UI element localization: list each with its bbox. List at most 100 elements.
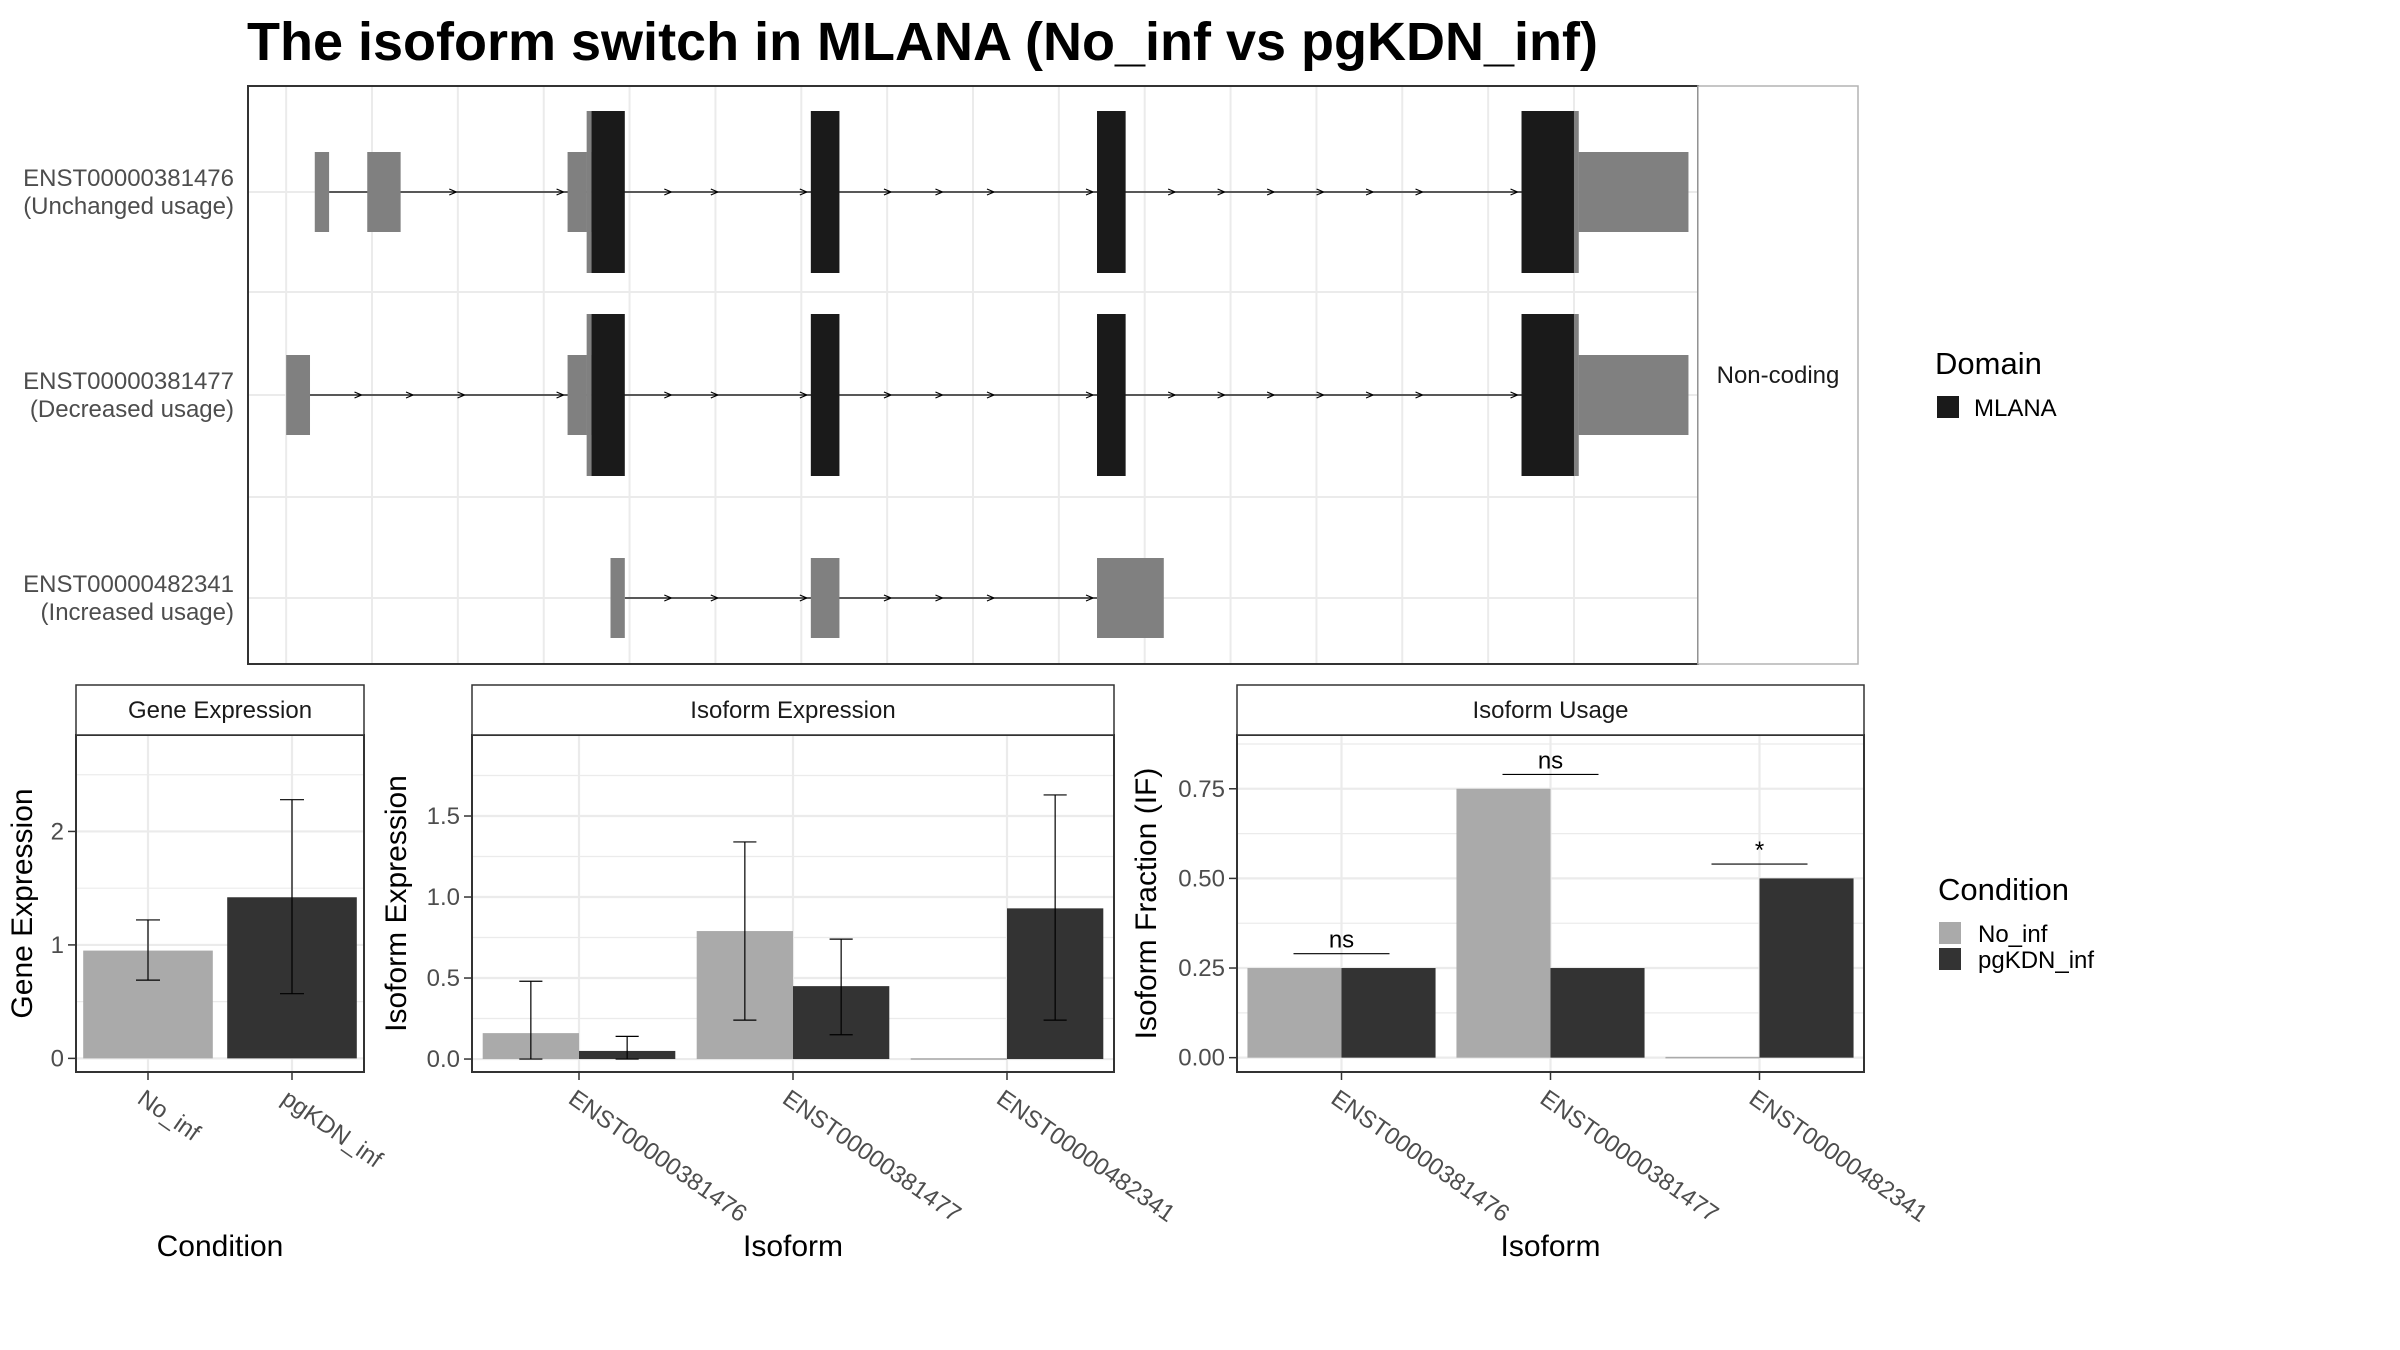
isoform-expression-panel: Isoform Expression 0.0 0.5 1.0 1.5 ENST000003… <box>380 684 1180 1263</box>
intron-arrow <box>935 594 944 602</box>
bar <box>1759 878 1854 1058</box>
noncoding-exon <box>1578 355 1689 435</box>
panel-strip <box>471 684 1115 736</box>
condition-legend-label: No_inf <box>1978 921 2048 948</box>
domain-exon <box>1097 314 1126 476</box>
intron-arrow <box>1365 391 1375 399</box>
x-axis-title: Condition <box>157 1230 284 1263</box>
intron-arrow <box>1316 188 1326 196</box>
gene-expression-panel: Gene Expression 0 1 2 No_inf pgKDN_inf Conditi… <box>6 684 388 1263</box>
domain-legend-key <box>1937 396 1959 418</box>
intron-arrow <box>935 391 944 399</box>
intron-arrow <box>1415 188 1425 196</box>
panel-strip-label: Isoform Expression <box>690 697 895 724</box>
y-tick-label: 0.25 <box>1178 955 1225 982</box>
x-tick-label: ENST00000381476 <box>1326 1085 1514 1228</box>
y-tick-label: 0.50 <box>1178 865 1225 892</box>
intron-arrow <box>664 391 673 399</box>
noncoding-exon <box>567 152 587 232</box>
intron-arrow <box>1217 188 1227 196</box>
domain-exon <box>1097 111 1126 273</box>
intron-arrow <box>354 391 364 399</box>
y-axis-title: Isoform Expression <box>380 775 413 1032</box>
noncoding-exon <box>314 152 330 232</box>
intron-arrow <box>710 594 720 602</box>
intron-arrow <box>883 594 893 602</box>
isoform-usage-label: (Decreased usage) <box>30 396 234 423</box>
intron-arrow <box>1415 391 1425 399</box>
isoform-usage-label: (Increased usage) <box>41 599 234 626</box>
y-tick-label: 1 <box>51 932 64 959</box>
noncoding-exon <box>610 558 625 638</box>
noncoding-exon <box>810 558 840 638</box>
bar <box>1550 968 1645 1058</box>
intron-arrow <box>799 188 809 196</box>
noncoding-exon-edge <box>1573 314 1579 476</box>
intron-arrow <box>1217 391 1227 399</box>
intron-arrow <box>1365 188 1375 196</box>
y-tick-label: 2 <box>51 818 64 845</box>
noncoding-exon <box>286 355 311 435</box>
x-tick-label: No_inf <box>133 1085 206 1147</box>
panel-strip-label: Isoform Usage <box>1472 697 1628 724</box>
intron-arrow <box>1266 391 1276 399</box>
significance-label: ns <box>1329 927 1354 954</box>
intron-arrow <box>986 594 996 602</box>
intron-arrow <box>1266 188 1276 196</box>
x-tick-label: ENST00000381476 <box>564 1085 752 1228</box>
intron-arrow <box>556 391 566 399</box>
isoform-row-label: ENST00000381477 <box>23 368 234 395</box>
domain-legend-label: MLANA <box>1974 395 2057 422</box>
intron-arrow <box>1085 594 1095 602</box>
panel-strip <box>75 684 365 736</box>
condition-legend-title: Condition <box>1938 872 2069 907</box>
domain-exon <box>1521 314 1574 476</box>
domain-exon <box>591 314 625 476</box>
y-tick-label: 0.5 <box>427 965 460 992</box>
intron-arrow <box>935 188 944 196</box>
significance-label: * <box>1755 837 1764 864</box>
domain-exon <box>810 111 840 273</box>
y-tick-label: 0.00 <box>1178 1045 1225 1072</box>
intron-arrow <box>710 188 720 196</box>
intron-arrow <box>1085 188 1095 196</box>
y-tick-label: 1.0 <box>427 884 460 911</box>
x-tick-label: ENST00000381477 <box>778 1085 966 1228</box>
y-axis-title: Gene Expression <box>6 788 39 1018</box>
domain-exon <box>1521 111 1574 273</box>
intron-arrow <box>1316 391 1326 399</box>
panel-strip-label: Gene Expression <box>128 697 312 724</box>
intron-arrow <box>664 594 673 602</box>
condition-legend-label: pgKDN_inf <box>1978 947 2094 974</box>
intron-arrow <box>449 188 458 196</box>
figure-title: The isoform switch in MLANA (No_inf vs p… <box>247 12 1598 72</box>
intron-arrow <box>710 391 720 399</box>
bar <box>1247 968 1342 1058</box>
isoform-structure-panel: ENST00000381476(Unchanged usage) ENST0000… <box>23 85 1859 665</box>
bar <box>1341 968 1436 1058</box>
isoform-row-label: ENST00000482341 <box>23 571 234 598</box>
intron-arrow <box>405 391 415 399</box>
noncoding-exon <box>567 355 587 435</box>
intron-arrow <box>664 188 673 196</box>
noncoding-exon-edge <box>586 314 592 476</box>
panel-strip <box>1236 684 1865 736</box>
noncoding-exon-edge <box>586 111 592 273</box>
x-tick-label: pgKDN_inf <box>277 1085 388 1174</box>
intron-arrow <box>1167 391 1177 399</box>
y-axis-title: Isoform Fraction (IF) <box>1130 768 1163 1040</box>
intron-arrow <box>883 188 893 196</box>
condition-legend-key <box>1939 948 1961 970</box>
intron-arrow <box>1167 188 1177 196</box>
intron-arrow <box>556 188 566 196</box>
intron-arrow <box>1510 188 1520 196</box>
noncoding-strip-label: Non-coding <box>1717 362 1840 389</box>
bar <box>1456 788 1551 1058</box>
y-tick-label: 1.5 <box>427 803 460 830</box>
noncoding-exon <box>367 152 401 232</box>
y-tick-label: 0.75 <box>1178 776 1225 803</box>
intron-arrow <box>799 391 809 399</box>
noncoding-exon <box>1578 152 1689 232</box>
noncoding-exon-edge <box>1573 111 1579 273</box>
